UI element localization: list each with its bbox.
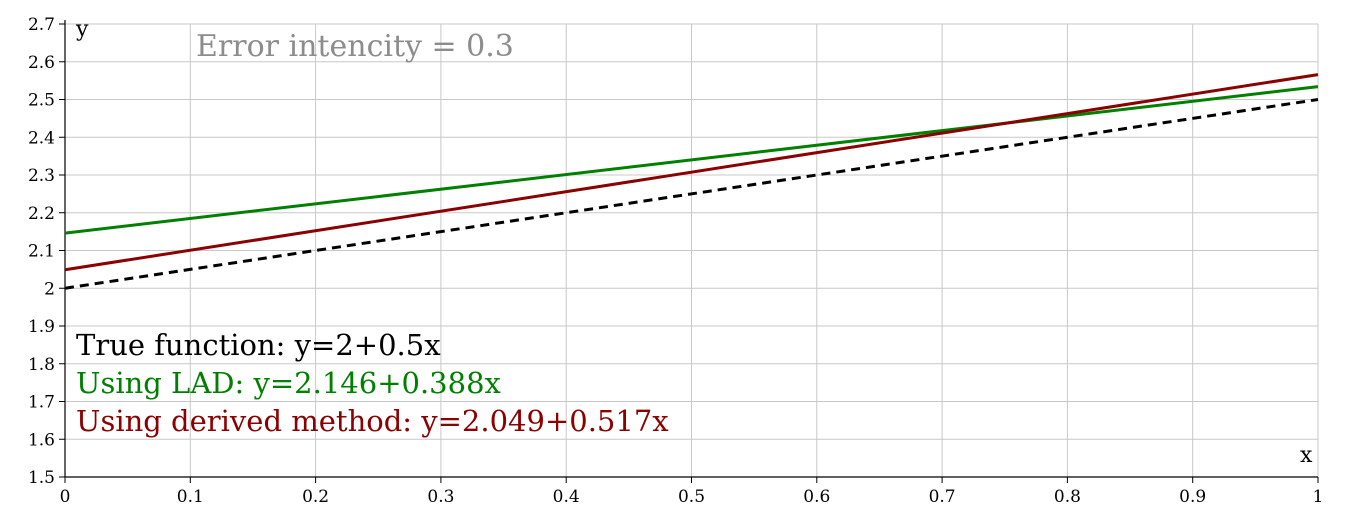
x-tick-label: 1 xyxy=(1313,487,1324,507)
legend-entry-1: True function: y=2+0.5x xyxy=(76,328,441,362)
y-tick-label: 2.5 xyxy=(28,91,55,111)
y-tick-label: 2.7 xyxy=(28,15,55,35)
y-tick-label: 2.1 xyxy=(28,242,55,262)
grid xyxy=(65,23,1319,477)
x-tick-label: 0.9 xyxy=(1179,487,1206,507)
y-tick-label: 2.3 xyxy=(28,166,55,186)
error-intensity-annotation: Error intencity = 0.3 xyxy=(196,29,514,64)
series-line-2 xyxy=(64,85,1319,235)
x-axis-label: x xyxy=(1300,443,1313,468)
chart-text: Error intencity = 0.3 x y xyxy=(75,17,1313,468)
x-tick-label: 0.5 xyxy=(678,487,705,507)
series-line-1 xyxy=(64,98,1319,290)
tick-labels: 0 0.1 0.2 0.3 0.4 0.5 0.6 0.7 0.8 0.9 1 1.5 1.6 1.7 1.… xyxy=(28,15,1323,507)
y-tick-label: 2 xyxy=(44,279,55,299)
y-tick-label: 2.6 xyxy=(28,53,55,73)
y-tick-label: 1.8 xyxy=(28,355,55,375)
x-tick-label: 0.4 xyxy=(553,487,580,507)
y-tick-label: 1.9 xyxy=(28,317,55,337)
legend: True function: y=2+0.5x Using LAD: y=2.14… xyxy=(76,328,669,438)
series-lines xyxy=(64,73,1319,290)
series-line-3 xyxy=(64,73,1319,272)
y-tick-label: 1.6 xyxy=(28,430,55,450)
x-tick-label: 0.7 xyxy=(929,487,956,507)
x-tick-label: 0.3 xyxy=(427,487,454,507)
x-tick-label: 0 xyxy=(60,487,71,507)
x-tick-label: 0.2 xyxy=(302,487,329,507)
x-tick-label: 0.8 xyxy=(1054,487,1081,507)
y-axis-label: y xyxy=(75,17,89,42)
x-tick-label: 0.6 xyxy=(803,487,830,507)
legend-entry-3: Using derived method: y=2.049+0.517x xyxy=(76,404,669,438)
legend-entry-2: Using LAD: y=2.146+0.388x xyxy=(76,366,501,400)
y-tick-label: 2.4 xyxy=(28,128,55,148)
y-tick-label: 1.5 xyxy=(28,468,55,488)
y-tick-label: 1.7 xyxy=(28,393,55,413)
y-tick-label: 2.2 xyxy=(28,204,55,224)
x-tick-label: 0.1 xyxy=(177,487,204,507)
